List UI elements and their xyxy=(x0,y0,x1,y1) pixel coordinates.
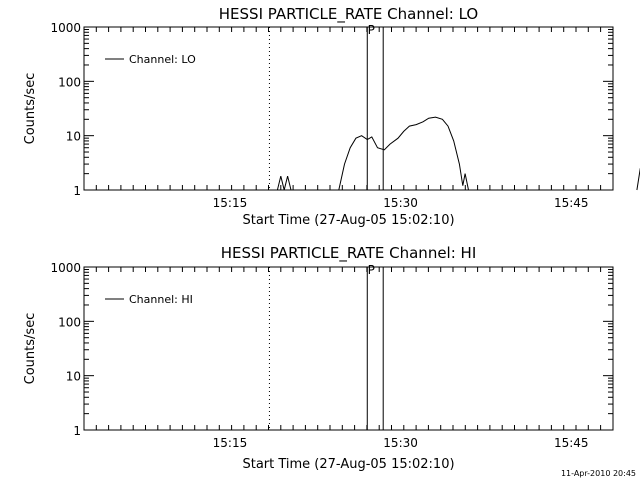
legend-label: Channel: HI xyxy=(129,293,193,306)
y-tick-label: 10 xyxy=(66,130,81,144)
y-tick-label: 1 xyxy=(73,184,81,198)
plot-frame xyxy=(83,266,614,431)
y-axis-label: Counts/sec xyxy=(23,73,38,145)
x-tick-label: 15:15 xyxy=(213,196,248,210)
x-tick-label: 15:30 xyxy=(383,436,418,450)
series-line xyxy=(338,116,469,191)
x-axis-label: Start Time (27-Aug-05 15:02:10) xyxy=(242,213,454,228)
marker-label: P xyxy=(368,23,375,37)
chart-title: HESSI PARTICLE_RATE Channel: HI xyxy=(221,244,477,263)
y-tick-label: 1000 xyxy=(50,21,81,35)
x-tick-label: 15:45 xyxy=(554,436,589,450)
y-tick-label: 10 xyxy=(66,370,81,384)
x-tick-label: 15:15 xyxy=(213,436,248,450)
plot-frame xyxy=(83,26,614,191)
x-tick-label: 15:30 xyxy=(383,196,418,210)
y-tick-label: 1000 xyxy=(50,261,81,275)
y-tick-label: 100 xyxy=(58,315,81,329)
marker-label: P xyxy=(368,263,375,277)
legend-label: Channel: LO xyxy=(129,53,196,66)
panel-1: HESSI PARTICLE_RATE Channel: HI Counts/se… xyxy=(23,244,614,472)
y-tick-label: 100 xyxy=(58,75,81,89)
x-axis-label: Start Time (27-Aug-05 15:02:10) xyxy=(242,457,454,472)
panel-0: HESSI PARTICLE_RATE Channel: LO Counts/se… xyxy=(23,5,640,228)
series-line xyxy=(276,175,292,191)
x-tick-label: 15:45 xyxy=(554,196,589,210)
chart-title: HESSI PARTICLE_RATE Channel: LO xyxy=(219,5,478,24)
y-tick-label: 1 xyxy=(73,424,81,438)
y-axis-label: Counts/sec xyxy=(23,313,38,385)
footer-timestamp: 11-Apr-2010 20:45 xyxy=(561,469,636,478)
